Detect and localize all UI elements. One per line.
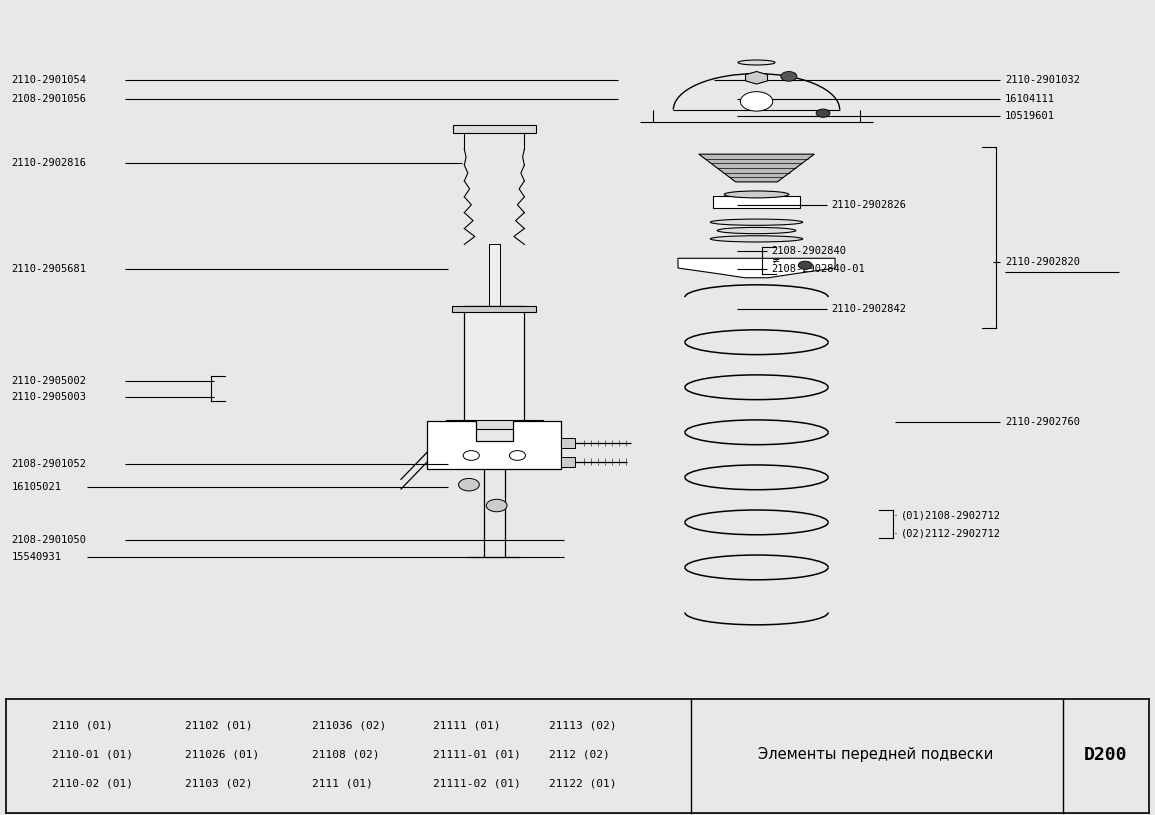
Bar xyxy=(713,196,800,209)
Text: 2110-02 (01): 2110-02 (01) xyxy=(52,778,133,789)
Text: 21111-01 (01): 21111-01 (01) xyxy=(433,750,521,760)
Bar xyxy=(561,457,575,467)
Text: 16104111: 16104111 xyxy=(1005,95,1055,104)
Ellipse shape xyxy=(738,60,775,65)
Text: (02)2112-2902712: (02)2112-2902712 xyxy=(901,528,1001,538)
Text: Элементы передней подвески: Элементы передней подвески xyxy=(758,747,993,762)
Circle shape xyxy=(798,261,812,270)
Text: 2110 (01): 2110 (01) xyxy=(52,720,113,731)
Circle shape xyxy=(486,500,507,512)
Text: 21113 (02): 21113 (02) xyxy=(549,720,616,731)
Text: 21122 (01): 21122 (01) xyxy=(549,778,616,789)
Text: 2112 (02): 2112 (02) xyxy=(549,750,610,760)
Text: 10519601: 10519601 xyxy=(1005,111,1055,121)
Text: 21108 (02): 21108 (02) xyxy=(312,750,379,760)
Text: (01)2108-2902712: (01)2108-2902712 xyxy=(901,510,1001,520)
Bar xyxy=(489,244,500,314)
Bar xyxy=(453,306,536,312)
Text: 2108-2901052: 2108-2901052 xyxy=(12,459,87,469)
Circle shape xyxy=(740,91,773,111)
Text: 2110-2902826: 2110-2902826 xyxy=(832,200,907,209)
Text: 2110-2905003: 2110-2905003 xyxy=(12,392,87,402)
Text: 2110-2905002: 2110-2905002 xyxy=(12,376,87,385)
Circle shape xyxy=(463,451,479,460)
Text: 16105021: 16105021 xyxy=(12,482,61,492)
Bar xyxy=(446,420,543,430)
Circle shape xyxy=(781,72,797,82)
Text: 2110-2901054: 2110-2901054 xyxy=(12,75,87,85)
Text: 2110-2902842: 2110-2902842 xyxy=(832,304,907,314)
Text: ≠: ≠ xyxy=(772,255,781,266)
Polygon shape xyxy=(745,72,768,84)
Ellipse shape xyxy=(710,236,803,242)
Circle shape xyxy=(509,451,526,460)
Text: 2110-2902820: 2110-2902820 xyxy=(1005,258,1080,267)
Bar xyxy=(453,125,536,134)
Text: 2110-01 (01): 2110-01 (01) xyxy=(52,750,133,760)
Text: D200: D200 xyxy=(1083,746,1127,764)
Text: 15540931: 15540931 xyxy=(12,552,61,562)
Bar xyxy=(464,306,524,425)
Text: 2111 (01): 2111 (01) xyxy=(312,778,373,789)
Text: 21111-02 (01): 21111-02 (01) xyxy=(433,778,521,789)
Text: 2110-2902816: 2110-2902816 xyxy=(12,158,87,168)
Polygon shape xyxy=(427,421,561,469)
Text: 211026 (01): 211026 (01) xyxy=(185,750,259,760)
Circle shape xyxy=(459,478,479,491)
Ellipse shape xyxy=(710,219,803,225)
Text: 21102 (01): 21102 (01) xyxy=(185,720,252,731)
Text: 211036 (02): 211036 (02) xyxy=(312,720,386,731)
Text: 21103 (02): 21103 (02) xyxy=(185,778,252,789)
Polygon shape xyxy=(489,314,500,322)
Text: 2108-2901050: 2108-2901050 xyxy=(12,535,87,545)
Polygon shape xyxy=(678,258,835,278)
Text: 2110-2902760: 2110-2902760 xyxy=(1005,417,1080,427)
Circle shape xyxy=(817,109,830,117)
Text: 2108-2902840-01: 2108-2902840-01 xyxy=(772,264,865,275)
Text: 2110-2901032: 2110-2901032 xyxy=(1005,75,1080,85)
Bar xyxy=(561,438,575,448)
Ellipse shape xyxy=(717,227,796,234)
Text: 21111 (01): 21111 (01) xyxy=(433,720,500,731)
Text: 2108-2902840: 2108-2902840 xyxy=(772,246,847,257)
Ellipse shape xyxy=(724,191,789,198)
Polygon shape xyxy=(699,154,814,182)
Text: 2108-2901056: 2108-2901056 xyxy=(12,95,87,104)
Text: 2110-2905681: 2110-2905681 xyxy=(12,264,87,275)
